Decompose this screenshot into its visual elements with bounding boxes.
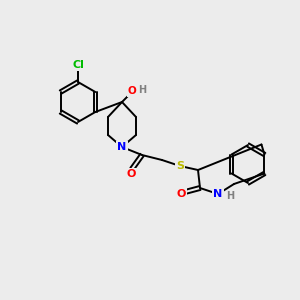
- Text: O: O: [126, 169, 136, 179]
- Text: H: H: [226, 191, 234, 201]
- Text: N: N: [117, 142, 127, 152]
- Text: H: H: [138, 85, 146, 95]
- Text: O: O: [128, 86, 136, 96]
- Text: Cl: Cl: [72, 60, 84, 70]
- Text: O: O: [176, 189, 186, 199]
- Text: N: N: [213, 189, 223, 199]
- Text: S: S: [176, 161, 184, 171]
